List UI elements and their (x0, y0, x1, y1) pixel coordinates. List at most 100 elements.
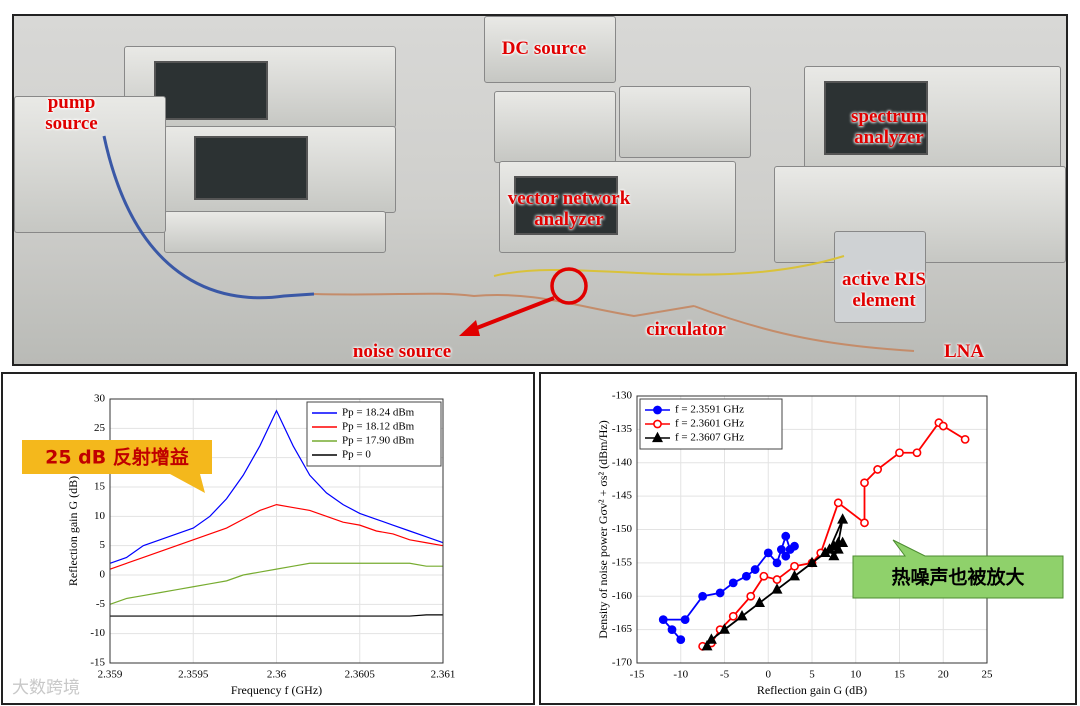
marker (806, 556, 818, 567)
marker (728, 611, 738, 621)
y-tick-label: -135 (612, 423, 633, 435)
marker (776, 545, 786, 554)
photo-label: spectrum analyzer (851, 106, 927, 148)
instrument (14, 96, 166, 233)
y-tick-label: -165 (612, 623, 633, 635)
legend-label: f = 2.3607 GHz (675, 432, 744, 444)
screen (824, 81, 928, 155)
legend-marker (653, 405, 662, 415)
x-tick-label: -5 (720, 669, 730, 681)
callout-box (852, 539, 1064, 599)
cable (102, 135, 315, 300)
marker (960, 434, 970, 444)
y-tick-label: 5 (100, 539, 106, 551)
screen (194, 136, 308, 200)
y-tick-label: -140 (612, 456, 633, 468)
x-tick-label: 2.359 (98, 669, 123, 681)
marker (746, 591, 756, 601)
marker (736, 609, 748, 621)
y-tick-label: -155 (612, 556, 633, 568)
marker (781, 531, 791, 541)
legend-label: Pp = 18.24 dBm (342, 407, 415, 419)
marker (832, 543, 844, 554)
marker (860, 478, 869, 488)
y-tick-label: -10 (90, 627, 105, 639)
marker (837, 513, 849, 524)
legend-label: Pp = 18.12 dBm (342, 421, 415, 433)
photo-label: noise source (352, 341, 452, 362)
lab-photo: pump source DC source vector network ana… (12, 14, 1068, 366)
screen (514, 176, 618, 235)
marker (912, 448, 922, 458)
marker (715, 588, 725, 598)
series-line (110, 614, 443, 617)
photo-label: pump source (45, 92, 98, 134)
photo-label: active RIS element (842, 269, 926, 311)
legend-label: Pp = 17.90 dBm (342, 435, 415, 447)
marker (860, 518, 869, 528)
marker (698, 591, 708, 601)
x-tick-label: 2.3605 (345, 669, 376, 681)
legend-label: f = 2.3591 GHz (675, 404, 744, 416)
callout: 热噪声也被放大 (852, 539, 1064, 599)
series-line (109, 503, 444, 570)
marker (938, 421, 948, 431)
x-tick-label: 2.3595 (178, 669, 209, 681)
callout-box (22, 440, 212, 493)
instrument (494, 91, 616, 163)
cable (313, 292, 695, 318)
marker (728, 578, 738, 588)
marker (824, 543, 835, 554)
axes-frame (109, 398, 444, 664)
marker (741, 571, 751, 581)
y-axis-label: Density of noise power Gσv² + σs² (dBm/H… (596, 420, 610, 639)
screen (154, 61, 268, 120)
legend-label: f = 2.3601 GHz (675, 418, 744, 430)
marker (828, 549, 840, 561)
y-tick-label: 25 (94, 422, 106, 434)
x-axis-label: Frequency f (GHz) (231, 683, 322, 697)
y-tick-label: -170 (612, 657, 633, 669)
photo-label: LNA (943, 341, 985, 362)
instrument (164, 211, 386, 253)
x-axis-label: Reflection gain G (dB) (757, 683, 867, 697)
x-tick-label: -10 (673, 669, 688, 681)
legend-marker (653, 419, 662, 429)
series-line (109, 562, 443, 605)
marker (680, 615, 690, 625)
photo-label: vector network analyzer (507, 188, 631, 230)
marker (719, 623, 730, 634)
legend: f = 2.3591 GHz f = 2.3601 GHz f = 2.3607 G… (639, 398, 783, 450)
marker (750, 565, 760, 574)
x-tick-label: 15 (894, 669, 906, 681)
highlight-circle (550, 267, 588, 305)
photo-label: circulator (646, 319, 726, 340)
y-tick-label: -145 (612, 490, 633, 502)
y-tick-label: 15 (94, 481, 106, 493)
x-tick-label: 2.36 (267, 669, 287, 681)
marker (873, 465, 883, 474)
x-tick-label: 10 (850, 669, 862, 681)
marker (772, 575, 782, 584)
photo-label: DC source (501, 38, 587, 59)
marker (676, 635, 686, 645)
legend-label: Pp = 0 (342, 449, 371, 461)
y-tick-label: -15 (90, 657, 105, 669)
marker (754, 596, 765, 608)
y-axis-label: Reflection gain G (dB) (66, 476, 80, 586)
instrument (484, 16, 616, 83)
annotation: 热噪声也被放大 (891, 566, 1024, 589)
series-line (109, 409, 444, 564)
marker (781, 551, 791, 561)
y-tick-label: 30 (94, 393, 106, 405)
x-tick-label: 5 (809, 669, 815, 681)
legend-marker (652, 431, 663, 443)
series-line (661, 533, 796, 641)
arrow-head (459, 320, 480, 336)
instrument (619, 86, 751, 158)
marker (790, 561, 799, 571)
marker (701, 640, 713, 651)
axes-frame (636, 395, 988, 664)
